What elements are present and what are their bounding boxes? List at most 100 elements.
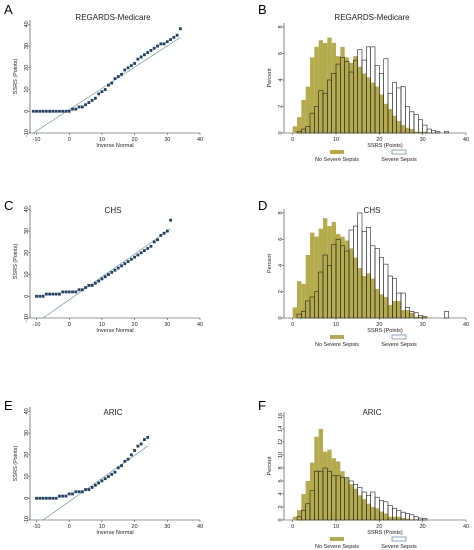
x-tick-label: 0 bbox=[68, 137, 71, 143]
y-tick-label: -10 bbox=[24, 314, 30, 322]
qq-point bbox=[90, 284, 94, 287]
y-tick-label: 8 bbox=[278, 25, 284, 28]
qq-point bbox=[80, 490, 84, 494]
bar-no-severe-sepsis bbox=[327, 226, 332, 318]
y-axis-label: SSRS (Points) bbox=[13, 446, 19, 482]
bar-no-severe-sepsis bbox=[383, 513, 388, 520]
qq-point bbox=[143, 438, 146, 441]
bar-no-severe-sepsis bbox=[297, 117, 302, 133]
bar-no-severe-sepsis bbox=[305, 86, 310, 133]
qq-point bbox=[84, 488, 87, 491]
x-tick-label: -10 bbox=[33, 322, 41, 328]
qq-point bbox=[133, 449, 137, 452]
x-tick-label: 20 bbox=[132, 137, 138, 143]
qq-point bbox=[67, 492, 71, 496]
panel-label: A bbox=[4, 2, 13, 17]
qq-point bbox=[162, 42, 166, 46]
y-tick-label: 4 bbox=[278, 78, 284, 81]
y-axis-label: SSRS (Points) bbox=[13, 244, 19, 280]
bar-no-severe-sepsis bbox=[370, 82, 375, 133]
x-tick-label: 10 bbox=[333, 524, 339, 530]
bar-no-severe-sepsis bbox=[401, 125, 406, 133]
qq-point bbox=[113, 268, 117, 272]
qq-point bbox=[178, 27, 182, 31]
y-axis-label: SSRS (Points) bbox=[13, 59, 19, 95]
bar-severe-sepsis bbox=[422, 518, 428, 521]
panel-title: ARIC bbox=[103, 408, 122, 417]
qq-point bbox=[129, 64, 133, 68]
x-axis-label: Inverse Normal bbox=[96, 530, 133, 536]
x-tick-label: 40 bbox=[463, 137, 469, 143]
bar-no-severe-sepsis bbox=[349, 62, 354, 134]
bar-no-severe-sepsis bbox=[318, 428, 323, 520]
panel-title: CHS bbox=[364, 206, 381, 215]
qq-point bbox=[143, 53, 146, 57]
qq-point bbox=[58, 494, 61, 498]
y-tick-label: 10 bbox=[24, 271, 30, 277]
qq-point bbox=[84, 286, 87, 289]
qq-point bbox=[126, 457, 130, 461]
qq-point bbox=[110, 472, 114, 476]
bar-no-severe-sepsis bbox=[297, 281, 302, 318]
bar-no-severe-sepsis bbox=[414, 316, 419, 318]
bar-no-severe-sepsis bbox=[370, 278, 375, 318]
x-axis-label: Inverse Normal bbox=[96, 143, 133, 149]
legend-swatch-no-severe-sepsis bbox=[330, 150, 344, 154]
qq-point bbox=[61, 494, 65, 498]
panel-b: B REGARDS-Medicare 0 10 20 30 40 0 2 4 6 8 SSRS (Poi… bbox=[258, 2, 469, 163]
qq-point bbox=[77, 105, 81, 109]
panel-e: E ARIC -10 0 10 20 30 40 -10 0 10 20 30 40 Inverse Nor… bbox=[4, 398, 203, 536]
bar-no-severe-sepsis bbox=[331, 42, 336, 133]
qq-point bbox=[110, 270, 114, 274]
bar-severe-sepsis bbox=[431, 130, 436, 134]
bar-no-severe-sepsis bbox=[327, 37, 332, 134]
bar-no-severe-sepsis bbox=[392, 115, 397, 133]
qq-point bbox=[38, 294, 42, 298]
qq-point bbox=[103, 477, 107, 481]
bar-severe-sepsis bbox=[422, 316, 428, 319]
y-tick-label: -10 bbox=[24, 516, 30, 524]
bar-no-severe-sepsis bbox=[336, 56, 341, 133]
x-tick-label: 10 bbox=[99, 524, 105, 530]
x-axis-label: Inverse Normal bbox=[96, 328, 133, 334]
bar-severe-sepsis bbox=[426, 128, 432, 134]
qq-point bbox=[93, 483, 97, 487]
qq-point bbox=[123, 262, 127, 266]
bar-severe-sepsis bbox=[444, 131, 449, 134]
bar-no-severe-sepsis bbox=[318, 40, 323, 134]
y-axis-label: Percent bbox=[267, 68, 273, 87]
qq-point bbox=[58, 292, 61, 296]
panel-label: C bbox=[4, 198, 13, 213]
qq-point bbox=[61, 109, 65, 113]
bar-no-severe-sepsis bbox=[323, 42, 328, 133]
qq-point bbox=[74, 290, 78, 294]
bar-no-severe-sepsis bbox=[362, 275, 367, 318]
qq-point bbox=[129, 257, 133, 261]
legend: No Severe Sepsis Severe Sepsis bbox=[315, 149, 417, 163]
qq-point bbox=[48, 292, 52, 296]
qq-point bbox=[100, 90, 104, 94]
qq-point bbox=[159, 234, 163, 237]
y-tick-label: 4 bbox=[278, 492, 284, 495]
bar-no-severe-sepsis bbox=[353, 488, 358, 520]
bar-no-severe-sepsis bbox=[323, 451, 328, 520]
x-tick-label: 20 bbox=[376, 524, 382, 530]
y-tick-label: 0 bbox=[278, 131, 284, 134]
bar-severe-sepsis bbox=[409, 514, 415, 521]
legend: No Severe Sepsis Severe Sepsis bbox=[315, 334, 417, 348]
y-tick-label: 6 bbox=[278, 238, 284, 241]
qq-point bbox=[129, 453, 133, 457]
qq-point bbox=[97, 481, 101, 485]
bar-no-severe-sepsis bbox=[340, 46, 345, 133]
qq-point bbox=[90, 486, 94, 489]
bar-no-severe-sepsis bbox=[292, 516, 297, 520]
bar-severe-sepsis bbox=[413, 114, 419, 134]
bar-no-severe-sepsis bbox=[318, 228, 323, 318]
qq-point bbox=[41, 496, 45, 500]
x-tick-label: 0 bbox=[68, 322, 71, 328]
y-tick-label: 12 bbox=[278, 439, 284, 445]
x-tick-label: 30 bbox=[164, 322, 170, 328]
qq-point bbox=[146, 51, 150, 54]
x-tick-label: 30 bbox=[420, 137, 426, 143]
bar-no-severe-sepsis bbox=[405, 518, 410, 520]
